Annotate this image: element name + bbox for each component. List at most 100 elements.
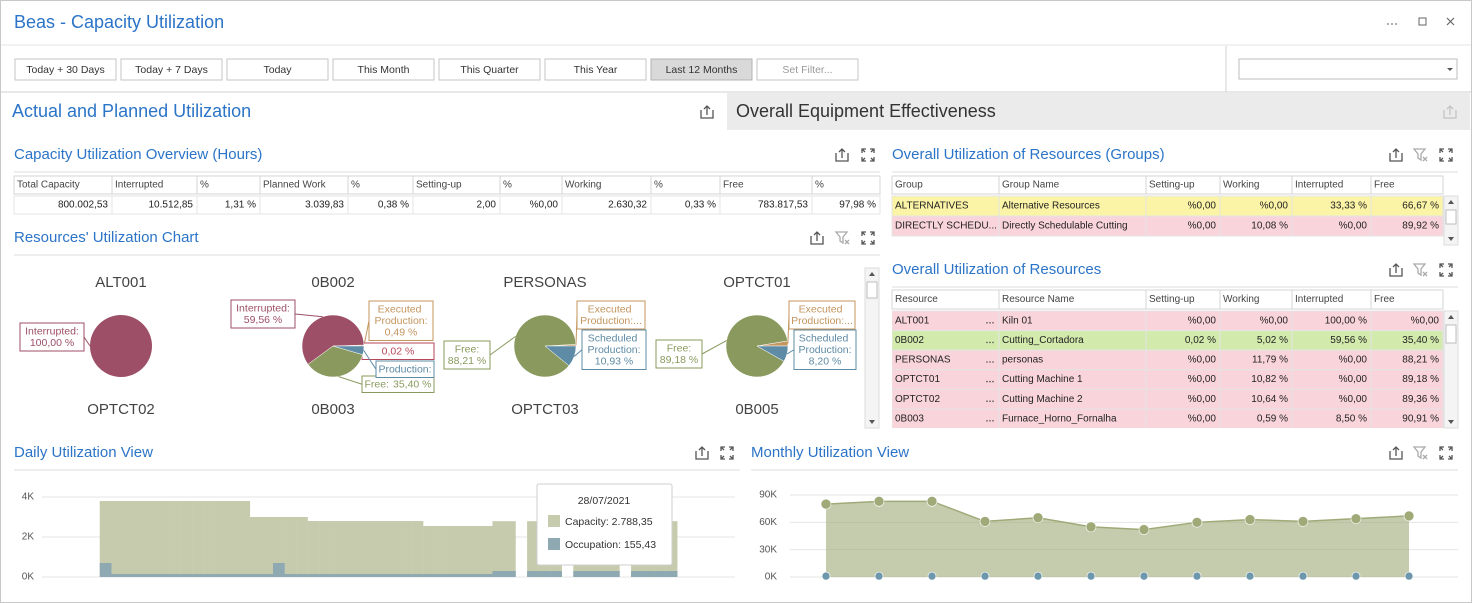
- row-menu-dot[interactable]: [992, 381, 994, 383]
- row-menu-dot[interactable]: [989, 400, 991, 402]
- row-menu-dot[interactable]: [989, 381, 991, 383]
- point: [1192, 517, 1202, 527]
- filter-button-label[interactable]: Set Filter...: [782, 64, 832, 76]
- tooltip-swatch: [548, 538, 560, 550]
- row-menu-dot[interactable]: [992, 322, 994, 324]
- daily-bar: [631, 571, 643, 577]
- row-menu-dot[interactable]: [986, 400, 988, 402]
- daily-bar: [423, 526, 435, 577]
- filter-button-label[interactable]: Last 12 Months: [666, 64, 738, 76]
- row-menu-dot[interactable]: [986, 342, 988, 344]
- table-cell-text: 10,64 %: [1251, 394, 1288, 405]
- daily-bar: [250, 574, 262, 577]
- dropdown[interactable]: [1239, 59, 1457, 79]
- daily-bar: [169, 501, 181, 577]
- point: [927, 496, 937, 506]
- row-menu-dot[interactable]: [989, 322, 991, 324]
- daily-bar: [204, 501, 216, 577]
- point: [981, 572, 989, 580]
- column-header: Working: [1223, 294, 1260, 305]
- slice-value: 10,93 %: [595, 355, 634, 367]
- table-cell-text: 11,79 %: [1252, 355, 1288, 366]
- point: [1298, 516, 1308, 526]
- daily-bar: [296, 574, 308, 577]
- filter-button-label[interactable]: This Month: [358, 64, 410, 76]
- table-cell-text: Directly Schedulable Cutting: [1002, 221, 1128, 232]
- column-header: Interrupted: [115, 180, 163, 191]
- row-menu-dot[interactable]: [992, 361, 994, 363]
- table-cell-text: OPTCT02: [895, 394, 940, 405]
- slice-label: Production:: [378, 363, 431, 375]
- slice-label: Free:35,40 %: [364, 378, 431, 390]
- daily-bar: [481, 526, 493, 577]
- table-cell-text: 97,98 %: [839, 200, 876, 211]
- table-cell-text: 100,00 %: [1325, 315, 1367, 326]
- daily-bar: [412, 574, 424, 577]
- menu-dot[interactable]: [1387, 23, 1389, 25]
- row-menu-dot[interactable]: [986, 361, 988, 363]
- menu-dot[interactable]: [1391, 23, 1393, 25]
- table-cell-text: 89,92 %: [1402, 221, 1439, 232]
- table-cell-text: 88,21 %: [1402, 355, 1439, 366]
- scroll-thumb[interactable]: [867, 282, 877, 298]
- table-cell-text: Cutting Machine 1: [1002, 374, 1083, 385]
- row-menu-dot[interactable]: [989, 420, 991, 422]
- section-title: Daily Utilization View: [14, 444, 153, 461]
- filter-button-label[interactable]: Today + 30 Days: [26, 64, 105, 76]
- filter-button-label[interactable]: Today + 7 Days: [135, 64, 208, 76]
- table-cell-text: Cutting_Cortadora: [1002, 335, 1084, 346]
- daily-bar: [273, 563, 285, 577]
- slice-label: Free:: [667, 342, 692, 354]
- column-header: Setting-up: [1149, 180, 1195, 191]
- column-header: Group: [895, 180, 923, 191]
- row-menu-dot[interactable]: [986, 381, 988, 383]
- row-menu-dot[interactable]: [992, 420, 994, 422]
- slice-label: Executed Production:...: [580, 303, 642, 327]
- filter-button-label[interactable]: This Year: [574, 64, 618, 76]
- y-tick-label: 90K: [759, 490, 777, 501]
- daily-bar: [585, 571, 597, 577]
- daily-bar: [342, 521, 354, 577]
- row-menu-dot[interactable]: [992, 400, 994, 402]
- point: [822, 572, 830, 580]
- scroll-thumb[interactable]: [1446, 325, 1456, 343]
- tab-label[interactable]: Actual and Planned Utilization: [12, 101, 251, 121]
- row-menu-dot[interactable]: [992, 342, 994, 344]
- daily-bar: [285, 517, 297, 577]
- row-menu-dot[interactable]: [989, 361, 991, 363]
- table-cell-text: 90,91 %: [1402, 413, 1439, 424]
- row-menu-dot[interactable]: [986, 322, 988, 324]
- filter-button-label[interactable]: This Quarter: [460, 64, 519, 76]
- table-cell-text: %0,00: [1260, 201, 1289, 212]
- point: [1193, 572, 1201, 580]
- tooltip: 28/07/2021Capacity: 2.788,35Occupation: …: [537, 484, 672, 565]
- daily-bar: [492, 571, 504, 577]
- daily-bar: [400, 574, 412, 577]
- table-cell-text: 35,40 %: [1402, 335, 1439, 346]
- table-cell-text: PERSONAS: [895, 355, 951, 366]
- row-menu-dot[interactable]: [989, 342, 991, 344]
- table-cell-text: %0,00: [1339, 374, 1368, 385]
- row-menu-dot[interactable]: [986, 420, 988, 422]
- table-cell-text: Alternative Resources: [1002, 201, 1100, 212]
- daily-bar: [123, 501, 135, 577]
- daily-bar: [412, 521, 424, 577]
- slice-value: 59,56 %: [244, 314, 283, 326]
- column-header: Setting-up: [1149, 294, 1195, 305]
- table-cell-text: 33,33 %: [1330, 201, 1367, 212]
- column-header: Setting-up: [416, 180, 462, 191]
- filter-button-label[interactable]: Today: [263, 64, 292, 76]
- tooltip-swatch: [548, 515, 560, 527]
- menu-dot[interactable]: [1395, 23, 1397, 25]
- scroll-thumb[interactable]: [1446, 210, 1456, 224]
- daily-bar: [227, 501, 239, 577]
- table-cell-text: 3.039,83: [305, 200, 344, 211]
- daily-bar: [111, 501, 123, 577]
- tab-label[interactable]: Overall Equipment Effectiveness: [736, 101, 996, 121]
- point: [1034, 572, 1042, 580]
- daily-bar: [458, 574, 470, 577]
- point: [1245, 515, 1255, 525]
- pie-title: 0B003: [311, 401, 354, 418]
- point: [1087, 572, 1095, 580]
- table-body: 800.002,5310.512,851,31 %3.039,830,38 %2…: [14, 196, 880, 214]
